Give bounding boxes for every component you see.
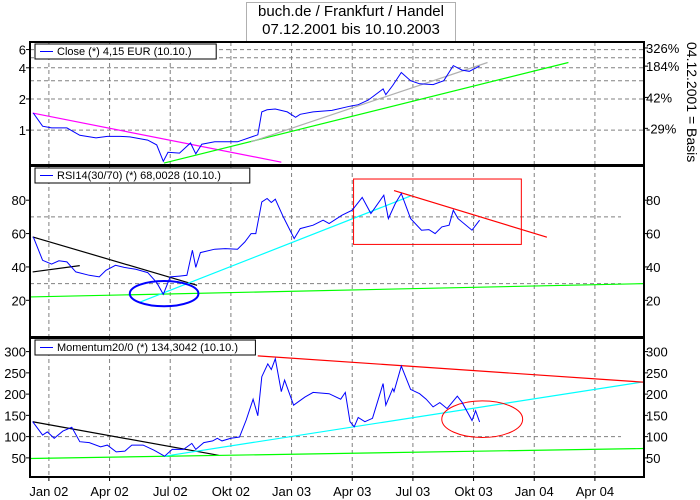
x-tick-label: Okt 03 (454, 484, 492, 499)
trendline (32, 265, 80, 273)
right-tick-label: -29% (646, 121, 677, 136)
panel-price: 1 2 4 6 326% 184% 42% -29% Close (*) 4,15 EUR (1… (19, 41, 680, 166)
chart-title: buch.de / Frankfurt / Handel 07.12.2001 … (246, 2, 456, 42)
plot-area-momentum (30, 338, 644, 477)
right-tick-label: 80 (646, 193, 660, 208)
left-tick-label: 200 (4, 387, 26, 402)
series-line-rsi (32, 192, 480, 296)
left-tick-label: 150 (4, 408, 26, 423)
legend-label: Momentum20/0 (*) 134,3042 (10.10.) (57, 342, 238, 354)
series-line-price (32, 64, 480, 163)
right-tick-label: 50 (646, 451, 660, 466)
legend-label: RSI14(30/70) (*) 68,0028 (10.10.) (57, 170, 221, 182)
right-tick-label: 200 (646, 387, 668, 402)
legend-box (34, 43, 217, 60)
panel-frame (29, 337, 645, 478)
right-tick-label: 42% (646, 90, 672, 105)
highlight-ellipse (441, 400, 524, 438)
right-tick-label: 20 (646, 293, 660, 308)
right-tick-label: 184% (646, 59, 680, 74)
left-tick-label: 250 (4, 366, 26, 381)
x-tick-label: Apr 04 (576, 484, 614, 499)
x-tick-label: Jan 02 (29, 484, 68, 499)
right-tick-label: 150 (646, 408, 668, 423)
trendline (32, 112, 282, 163)
title-line-1: buch.de / Frankfurt / Handel (258, 3, 444, 20)
left-tick-label: 80 (12, 193, 26, 208)
x-tick-label: Jul 02 (153, 484, 188, 499)
left-tick-label: 40 (12, 260, 26, 275)
left-tick-label: 60 (12, 227, 26, 242)
right-tick-label: 326% (646, 41, 680, 56)
left-tick-label: 1 (19, 123, 26, 138)
left-tick-label: 2 (19, 92, 26, 107)
trendline (250, 61, 488, 143)
legend-rsi: RSI14(30/70) (*) 68,0028 (10.10.) (34, 167, 251, 184)
highlight-rectangle (353, 178, 522, 245)
panel-rsi: 20 40 60 80 20 40 60 80 RSI14(30/70) (*) 68,0028… (12, 165, 660, 338)
series-line-momentum (32, 356, 481, 457)
highlight-ellipse (128, 279, 200, 308)
left-tick-label: 6 (19, 43, 26, 58)
trendline (30, 283, 644, 298)
x-tick-label: Apr 02 (90, 484, 128, 499)
legend-momentum: Momentum20/0 (*) 134,3042 (10.10.) (34, 339, 256, 356)
right-tick-label: 40 (646, 260, 660, 275)
left-tick-label: 50 (12, 451, 26, 466)
trendline (163, 61, 569, 164)
trendline (32, 421, 219, 456)
left-tick-label: 20 (12, 293, 26, 308)
panel-momentum: 50 100 150 200 250 300 50 100 150 200 250 300 Moment… (4, 337, 668, 478)
panel-frame (29, 165, 645, 338)
trendline (30, 447, 644, 460)
trendline (164, 381, 644, 457)
panel-frame (29, 41, 645, 166)
x-tick-label: Jul 03 (396, 484, 431, 499)
left-tick-label: 4 (19, 61, 26, 76)
right-tick-label: 60 (646, 227, 660, 242)
left-tick-label: 100 (4, 430, 26, 445)
left-tick-label: 300 (4, 345, 26, 360)
right-tick-label: 250 (646, 366, 668, 381)
trendline (140, 195, 412, 303)
x-tick-label: Apr 03 (333, 484, 371, 499)
right-tick-label: 300 (646, 345, 668, 360)
right-tick-label: 100 (646, 430, 668, 445)
x-tick-label: Jan 04 (515, 484, 554, 499)
x-tick-label: Jan 03 (272, 484, 311, 499)
trendline (257, 355, 644, 383)
legend-price: Close (*) 4,15 EUR (10.10.) (34, 43, 217, 60)
legend-box (34, 339, 256, 356)
legend-label: Close (*) 4,15 EUR (10.10.) (57, 46, 192, 58)
legend-box (34, 167, 251, 184)
x-tick-label: Okt 02 (212, 484, 250, 499)
plot-area-price (30, 42, 644, 165)
title-line-2: 07.12.2001 bis 10.10.2003 (262, 21, 440, 38)
plot-area-rsi (30, 166, 644, 337)
trendline (393, 189, 548, 238)
